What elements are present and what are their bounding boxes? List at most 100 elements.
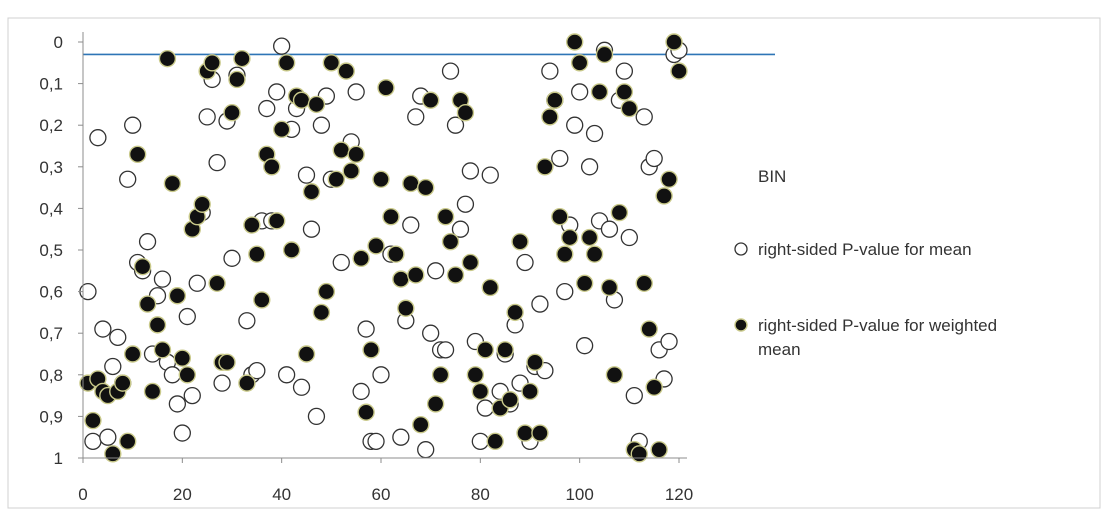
data-point [138,295,157,313]
data-point [665,33,683,51]
data-point [258,99,276,118]
data-point [635,108,653,126]
data-point [208,274,226,292]
data-point [551,208,569,226]
x-tick-label: 120 [665,485,693,504]
data-point [357,403,375,421]
data-point [546,91,564,109]
data-point [486,432,504,451]
data-point [292,91,311,109]
data-point [655,187,673,205]
data-point [233,49,251,68]
data-point [551,149,569,168]
data-point [302,183,321,201]
data-point [446,266,465,284]
data-point [163,366,182,384]
data-point [645,378,663,396]
data-point [541,108,559,126]
data-point [397,299,415,317]
data-point [94,320,112,338]
data-point [109,328,127,347]
legend: BIN right-sided P-value for mean right-sid… [734,167,997,359]
data-point [625,386,643,405]
data-point [377,79,395,97]
data-point [441,62,460,80]
data-point [461,162,480,180]
x-tick-label: 0 [78,485,87,504]
data-point [104,445,122,463]
data-point [481,278,499,297]
data-point [580,158,599,176]
data-point [138,233,157,251]
data-point [446,116,465,134]
data-point [526,353,544,372]
data-point [590,83,609,101]
data-point [456,195,475,213]
data-point [392,428,410,446]
data-point [272,120,291,139]
data-point [168,287,187,305]
data-point [595,45,614,64]
data-point [417,441,435,459]
data-point [248,245,266,263]
data-point [198,108,216,126]
data-point [575,274,594,292]
data-point [128,145,147,164]
data-point [566,116,584,134]
data-point [541,62,559,80]
data-point [273,37,291,55]
data-point [516,424,534,442]
data-point [352,382,370,401]
x-tick-label: 80 [471,485,490,504]
data-point [511,232,529,251]
legend-marker [734,318,748,332]
data-point [635,274,653,292]
data-point [456,104,475,122]
data-point [466,366,485,384]
axes: 00,10,20,30,40,50,60,70,80,910 20 40 60 80 10… [39,32,693,504]
y-tick-label: 0,1 [39,75,63,94]
data-point [421,91,440,109]
data-point [213,374,231,392]
data-point [536,158,554,176]
x-tick-label: 60 [372,485,391,504]
data-point [342,162,360,180]
data-point [203,54,221,72]
data-point [183,386,201,405]
legend-label: right-sided P-value for weighted mean [758,316,997,359]
data-point [297,345,316,363]
data-point [630,445,648,463]
data-point [367,432,385,451]
data-point [531,295,549,313]
data-point [277,366,296,384]
data-point [158,49,177,68]
data-point [372,170,390,188]
data-point [208,153,226,172]
data-point [124,116,142,134]
y-tick-label: 1 [54,449,63,468]
data-point [615,83,634,101]
data-point [188,274,206,292]
data-point [119,170,137,188]
data-point [402,174,420,193]
data-point [620,228,638,247]
data-point [317,282,336,301]
data-point [471,382,490,401]
data-point [173,424,191,442]
data-point [114,374,132,392]
data-point [352,249,370,268]
data-point [312,116,331,134]
data-point [496,341,514,359]
data-point [372,366,390,384]
data-point [253,291,271,309]
y-tick-label: 0,3 [39,158,63,177]
data-point [153,341,172,359]
data-point [99,428,117,446]
data-point [605,366,624,384]
data-point [461,253,480,272]
data-point [506,303,524,322]
data-point [412,416,430,434]
legend-label: right-sided P-value for mean [758,240,972,259]
y-tick-label: 0,9 [39,407,63,426]
